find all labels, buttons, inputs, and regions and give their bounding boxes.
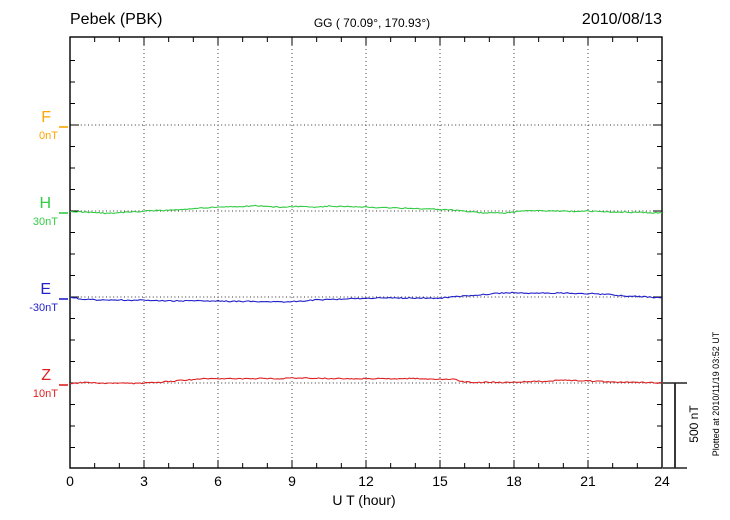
x-tick-label-3: 3 bbox=[140, 473, 148, 489]
x-tick-label-18: 18 bbox=[506, 473, 522, 489]
x-tick-label-9: 9 bbox=[288, 473, 296, 489]
plotted-at-note: Plotted at 2010/11/19 03:52 UT bbox=[711, 331, 721, 457]
x-tick-label-24: 24 bbox=[654, 473, 670, 489]
channel-label-f: F 0nT bbox=[0, 109, 58, 143]
channel-letter-f: F bbox=[41, 109, 51, 126]
x-tick-label-21: 21 bbox=[580, 473, 596, 489]
scale-bar-label: 500 nT bbox=[687, 405, 701, 443]
trace-e bbox=[69, 291, 663, 303]
x-tick-label-12: 12 bbox=[358, 473, 374, 489]
x-tick-label-6: 6 bbox=[214, 473, 222, 489]
channel-letter-e: E bbox=[40, 281, 51, 298]
trace-z bbox=[69, 376, 663, 385]
channel-letter-h: H bbox=[39, 195, 51, 212]
x-tick-label-15: 15 bbox=[432, 473, 448, 489]
x-tick-label-0: 0 bbox=[66, 473, 74, 489]
plot-date: 2010/08/13 bbox=[581, 11, 662, 28]
geographic-coordinates: GG ( 70.09°, 170.93°) bbox=[313, 16, 431, 30]
channel-baseline-z: 10nT bbox=[32, 388, 58, 400]
channel-letter-z: Z bbox=[41, 367, 51, 384]
channel-label-z: Z 10nT bbox=[0, 367, 58, 401]
channel-label-h: H 30nT bbox=[0, 195, 58, 229]
channel-baseline-e: -30nT bbox=[29, 302, 58, 314]
x-axis-title: U T (hour) bbox=[332, 492, 396, 508]
station-title: Pebek (PBK) bbox=[70, 11, 163, 28]
trace-h bbox=[69, 204, 663, 215]
channel-label-e: E -30nT bbox=[0, 281, 58, 315]
channel-baseline-f: 0nT bbox=[39, 130, 58, 142]
channel-baseline-h: 30nT bbox=[32, 216, 58, 228]
